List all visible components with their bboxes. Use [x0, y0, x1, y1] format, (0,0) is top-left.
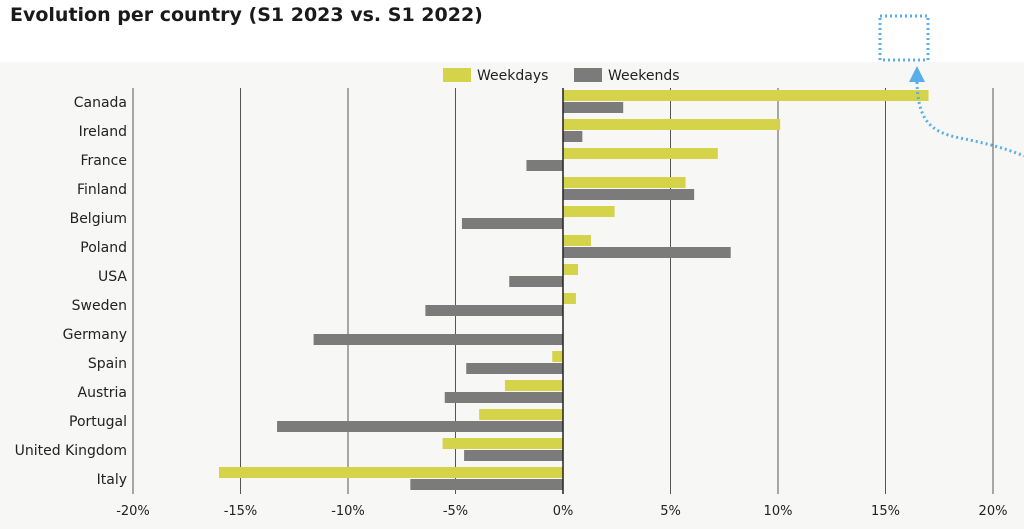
- bar-weekends-ireland: [563, 131, 583, 142]
- bar-weekdays-france: [563, 148, 718, 159]
- annotation-dotted-line: [915, 81, 1024, 158]
- bar-weekdays-poland: [563, 235, 591, 246]
- x-tick-label: 20%: [979, 504, 1008, 519]
- legend-swatch-weekends: [574, 68, 602, 82]
- bar-weekends-portugal: [277, 421, 563, 432]
- bar-weekends-sweden: [425, 305, 563, 316]
- bar-weekdays-canada: [563, 90, 929, 101]
- bar-weekends-belgium: [461, 218, 563, 229]
- category-label: Canada: [74, 95, 127, 111]
- annotation-dotted-box: [878, 14, 930, 62]
- x-tick-label: 5%: [660, 504, 681, 519]
- legend-swatch-weekdays: [443, 68, 471, 82]
- category-label: Italy: [97, 472, 127, 488]
- category-label: Ireland: [79, 124, 127, 140]
- bar-weekdays-sweden: [563, 293, 576, 304]
- category-label: Poland: [80, 240, 127, 256]
- category-label: USA: [98, 269, 127, 285]
- bar-weekdays-united-kingdom: [442, 438, 563, 449]
- category-labels: Canada Ireland France Finland Belgium Poland U…: [15, 95, 128, 488]
- legend-label-weekends: Weekends: [608, 68, 680, 84]
- category-label: Austria: [78, 385, 127, 401]
- bar-weekends-united-kingdom: [464, 450, 563, 461]
- x-tick-label: 0%: [553, 504, 574, 519]
- bar-weekdays-spain: [552, 351, 563, 362]
- category-label: Sweden: [72, 298, 127, 314]
- bar-weekends-austria: [444, 392, 563, 403]
- bar-weekdays-portugal: [479, 409, 563, 420]
- x-tick-label: -15%: [224, 504, 258, 519]
- bar-weekends-usa: [509, 276, 563, 287]
- category-label: Spain: [88, 356, 127, 372]
- x-tick-labels: -20% -15% -10% -5% 0% 5% 10% 15% 20%: [116, 504, 1007, 519]
- annotation-callout: [878, 14, 1024, 158]
- legend-label-weekdays: Weekdays: [477, 68, 548, 84]
- bars: [219, 90, 929, 490]
- category-label: Belgium: [70, 211, 127, 227]
- bar-weekdays-finland: [563, 177, 686, 188]
- bar-weekends-canada: [563, 102, 624, 113]
- category-label: France: [80, 153, 127, 169]
- x-tick-label: 15%: [871, 504, 900, 519]
- bar-weekends-spain: [466, 363, 563, 374]
- bar-weekdays-austria: [504, 380, 563, 391]
- category-label: Finland: [77, 182, 127, 198]
- x-tick-label: -5%: [443, 504, 468, 519]
- category-label: Portugal: [69, 414, 127, 430]
- x-tick-label: -10%: [331, 504, 365, 519]
- category-label: United Kingdom: [15, 443, 127, 459]
- bar-weekends-finland: [563, 189, 695, 200]
- bar-weekends-italy: [410, 479, 563, 490]
- bar-weekends-poland: [563, 247, 731, 258]
- x-tick-label: 10%: [764, 504, 793, 519]
- bar-weekends-france: [526, 160, 563, 171]
- bar-weekdays-ireland: [563, 119, 781, 130]
- bar-weekdays-italy: [219, 467, 563, 478]
- chart-title: Evolution per country (S1 2023 vs. S1 20…: [10, 4, 483, 26]
- annotation-arrow-head: [909, 66, 925, 82]
- bar-weekdays-usa: [563, 264, 579, 275]
- legend: Weekdays Weekends: [443, 68, 680, 84]
- x-tick-label: -20%: [116, 504, 150, 519]
- category-label: Germany: [63, 327, 127, 343]
- bar-weekdays-belgium: [563, 206, 615, 217]
- bar-weekends-germany: [313, 334, 563, 345]
